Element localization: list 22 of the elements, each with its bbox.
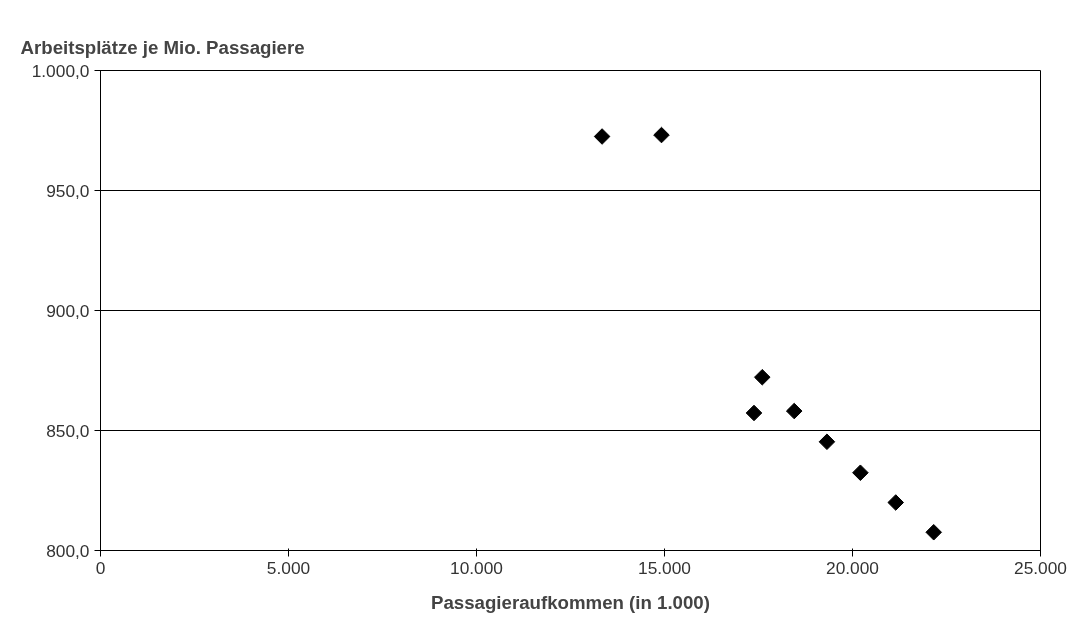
y-tick-label: 800,0	[46, 540, 90, 561]
point	[745, 404, 763, 422]
x-tick-label: 5.000	[266, 557, 311, 578]
y-tick-label: 900,0	[46, 300, 90, 321]
y-tick-label: 850,0	[46, 420, 90, 441]
point	[785, 402, 803, 420]
point	[653, 126, 670, 144]
x-tick-label: 25.000	[1014, 557, 1067, 578]
point	[852, 464, 869, 482]
chart-title: Arbeitsplätze je Mio. Passagiere	[20, 37, 305, 58]
x-tick-label: 20.000	[826, 557, 879, 578]
point	[887, 494, 905, 511]
x-tick-label: 10.000	[450, 557, 503, 578]
x-tick-label: 0	[95, 557, 106, 578]
point	[753, 368, 771, 386]
y-tick-label: 950,0	[46, 180, 90, 201]
point	[925, 523, 942, 541]
x-tick-label: 15.000	[638, 557, 691, 578]
point	[593, 128, 611, 145]
point	[818, 433, 836, 451]
y-tick-label: 1.000,0	[31, 60, 90, 81]
x-axis-title: Passagieraufkommen (in 1.000)	[431, 591, 710, 613]
